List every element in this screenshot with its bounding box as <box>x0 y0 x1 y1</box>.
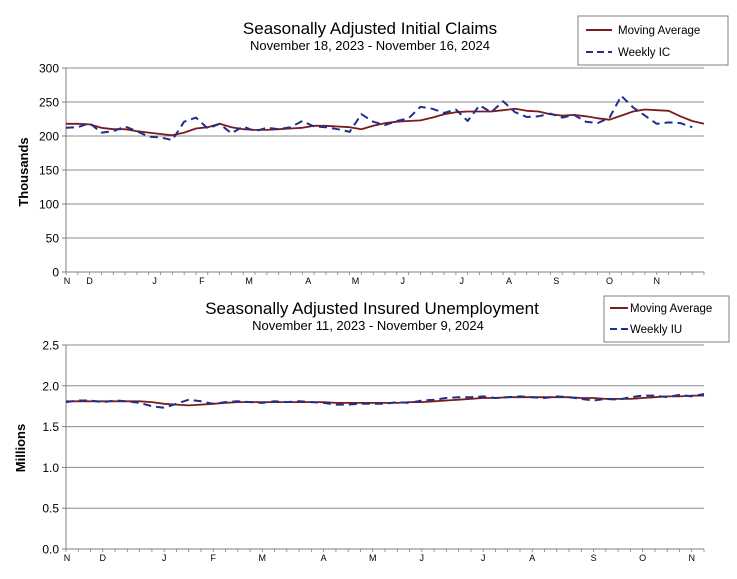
chart2-legend-label-moving-average: Moving Average <box>630 303 712 315</box>
chart-initial-claims: Seasonally Adjusted Initial Claims Novem… <box>16 15 729 286</box>
c2-x-tick-label: J <box>420 553 425 563</box>
c2-x-tick-label: A <box>321 553 327 563</box>
c2-x-tick-label: N <box>64 553 71 563</box>
c1-x-tick-label: J <box>152 276 157 286</box>
c2-y-tick-label: 2.0 <box>42 379 59 393</box>
c2-x-tick-label: J <box>481 553 486 563</box>
chart1-plot-area <box>65 94 705 142</box>
chart2-legend-box <box>603 295 730 343</box>
c1-y-tick-label: 150 <box>39 164 59 178</box>
c1-y-tick-label: 200 <box>39 130 59 144</box>
c1-x-tick-label: M <box>352 276 360 286</box>
chart2-legend-label-weekly: Weekly IU <box>630 324 682 336</box>
c2-x-tick-label: A <box>529 553 535 563</box>
c2-x-tick-label: N <box>688 553 695 563</box>
c2-x-tick-label: M <box>259 553 267 563</box>
c2-y-tick-label: 0.5 <box>42 502 59 516</box>
c2-x-tick-label: F <box>210 553 216 563</box>
c1-x-tick-label: M <box>245 276 253 286</box>
c2-y-tick-label: 1.0 <box>42 461 59 475</box>
chart1-legend-label-weekly: Weekly IC <box>618 47 670 59</box>
chart2-y-axis-label: Millions <box>13 424 28 472</box>
chart1-subtitle: November 18, 2023 - November 16, 2024 <box>250 38 490 53</box>
chart1-legend: Moving Average Weekly IC <box>577 15 729 66</box>
c1-x-tick-label: S <box>553 276 559 286</box>
c1-y-tick-label: 50 <box>46 232 60 246</box>
c2-x-tick-label: O <box>639 553 646 563</box>
c2-y-tick-label: 1.5 <box>42 420 59 434</box>
chart1-gridlines <box>65 67 704 273</box>
chart2-plot-area <box>65 393 705 409</box>
c1-series-line-weekly <box>65 94 693 142</box>
c1-x-tick-label: J <box>460 276 465 286</box>
chart1-title: Seasonally Adjusted Initial Claims <box>243 19 497 38</box>
c1-x-tick-label: O <box>606 276 613 286</box>
chart2-title: Seasonally Adjusted Insured Unemployment <box>205 299 539 318</box>
c1-series-line-moving-average <box>66 107 705 137</box>
chart2-subtitle: November 11, 2023 - November 9, 2024 <box>252 318 484 333</box>
c1-x-tick-label: A <box>506 276 512 286</box>
chart2-y-ticks: 0.0 0.5 1.0 1.5 2.0 2.5 <box>42 339 66 557</box>
c1-x-tick-label: N <box>653 276 660 286</box>
c2-y-tick-label: 0.0 <box>42 543 59 557</box>
c1-y-tick-label: 250 <box>39 96 59 110</box>
c2-series-line-weekly <box>65 393 705 409</box>
c1-x-tick-label: J <box>400 276 405 286</box>
chart1-legend-label-moving-average: Moving Average <box>618 25 700 37</box>
c2-x-tick-label: D <box>100 553 107 563</box>
chart-insured-unemployment: Seasonally Adjusted Insured Unemployment… <box>13 295 730 563</box>
c1-y-tick-label: 300 <box>39 62 59 76</box>
c2-x-tick-label: M <box>369 553 377 563</box>
chart2-gridlines <box>65 344 704 550</box>
c1-x-tick-label: A <box>305 276 311 286</box>
c1-x-tick-label: D <box>86 276 93 286</box>
c1-x-tick-label: F <box>199 276 205 286</box>
chart1-y-ticks: 0 50 100 150 200 250 300 <box>39 62 66 280</box>
c2-y-tick-label: 2.5 <box>42 339 59 353</box>
c2-x-tick-label: J <box>162 553 167 563</box>
chart1-y-axis-label: Thousands <box>16 137 31 206</box>
c2-x-tick-label: S <box>591 553 597 563</box>
chart2-legend: Moving Average Weekly IU <box>603 295 730 343</box>
c1-x-tick-label: N <box>64 276 71 286</box>
c1-y-tick-label: 0 <box>52 266 59 280</box>
c1-y-tick-label: 100 <box>39 198 59 212</box>
chart1-legend-box <box>577 15 729 66</box>
c2-series-line-moving-average <box>66 394 704 407</box>
